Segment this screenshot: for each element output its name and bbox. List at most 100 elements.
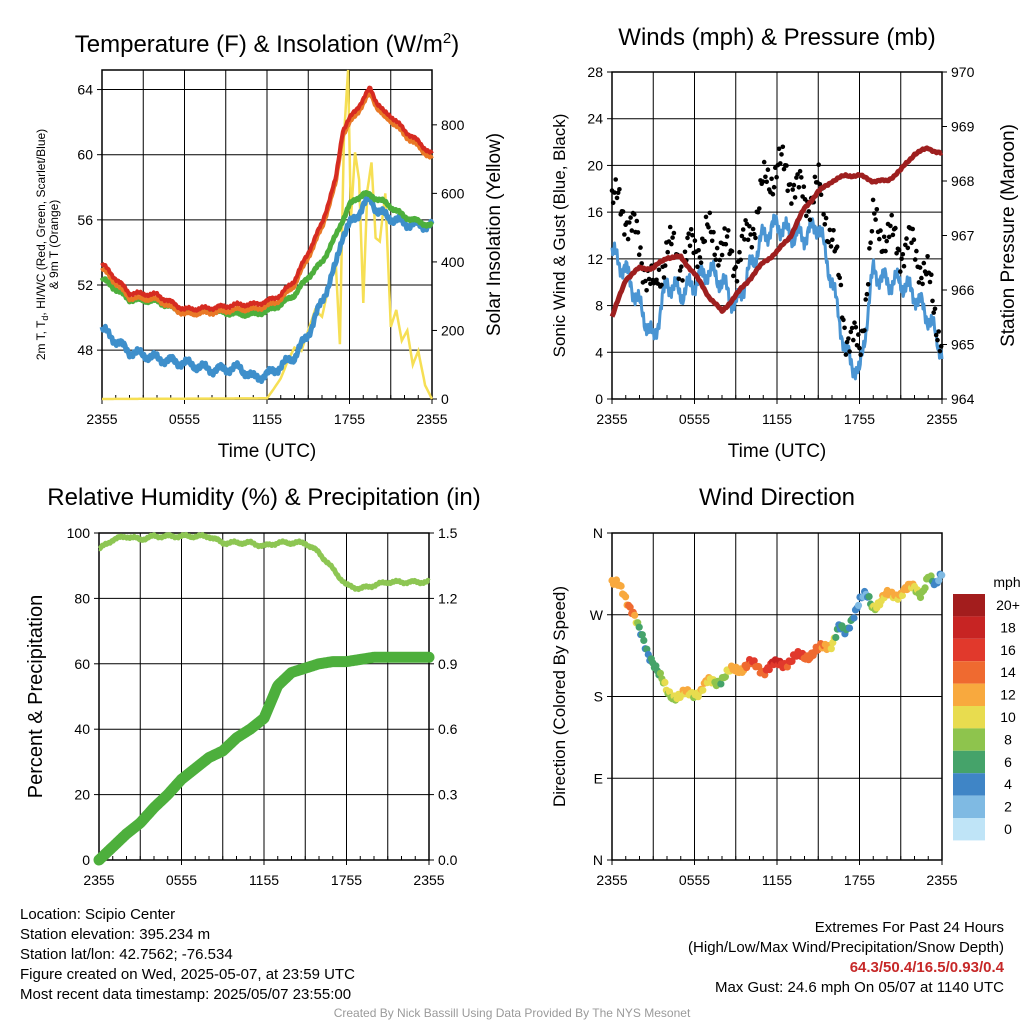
- x-tick-label: 0555: [169, 411, 200, 427]
- gust-point: [696, 248, 701, 253]
- gust-point: [822, 222, 828, 227]
- y-right-tick-label: 0.3: [438, 787, 458, 803]
- direction-point: [783, 663, 792, 671]
- gust-point: [748, 232, 753, 237]
- gust-point: [651, 280, 657, 286]
- gust-point: [789, 201, 794, 206]
- y-right-tick-label: 969: [951, 119, 975, 135]
- colorbar-swatch: [953, 638, 985, 662]
- gust-point: [731, 273, 736, 279]
- gust-point: [761, 159, 767, 165]
- colorbar-swatch: [953, 750, 985, 774]
- gust-point: [723, 241, 729, 247]
- gust-point: [643, 278, 648, 284]
- y-tick-label: 100: [67, 525, 91, 541]
- y-tick-label: 80: [74, 590, 90, 606]
- x-tick-label: 2355: [416, 411, 447, 427]
- gust-point: [792, 195, 798, 200]
- gust-point: [698, 260, 704, 266]
- gust-point: [904, 236, 909, 241]
- gust-point: [862, 328, 867, 333]
- extremes-legend: (High/Low/Max Wind/Precipitation/Snow De…: [688, 939, 1004, 956]
- series-precip: [93, 651, 435, 866]
- station-info: Location: Scipio Center Station elevatio…: [20, 905, 355, 1005]
- colorbar-label: 20+: [996, 597, 1020, 613]
- gust-point: [791, 182, 797, 188]
- gust-point: [635, 230, 641, 235]
- colorbar-swatch: [953, 616, 985, 639]
- gust-point: [629, 228, 635, 233]
- direction-point: [656, 669, 665, 677]
- gust-point: [881, 234, 887, 240]
- gust-point: [654, 277, 659, 283]
- gust-point: [722, 226, 727, 231]
- gust-point: [636, 252, 642, 257]
- gust-point: [917, 265, 923, 270]
- colorbar-label: 6: [1004, 754, 1012, 770]
- gust-point: [931, 310, 936, 315]
- x-tick-label: 1155: [249, 872, 279, 888]
- y-right-tick-label: 0.6: [438, 721, 458, 737]
- y-axis-label: Direction (Colored By Speed): [550, 586, 569, 807]
- colorbar-swatch: [953, 594, 985, 617]
- y-right-tick-label: 1.2: [438, 590, 458, 606]
- gust-point: [671, 230, 677, 236]
- gust-point: [760, 179, 766, 184]
- gust-point: [837, 275, 842, 281]
- gust-point: [724, 234, 730, 239]
- colorbar-label: 0: [1004, 821, 1012, 837]
- y-right-axis-label: Solar Insolation (Yellow): [484, 133, 505, 336]
- gust-point: [780, 144, 786, 150]
- gust-point: [745, 237, 751, 243]
- gust-point: [714, 245, 720, 251]
- gust-point: [868, 240, 873, 245]
- gust-point: [743, 218, 748, 223]
- gust-point: [853, 325, 859, 330]
- station-location: Location: Scipio Center: [20, 906, 176, 923]
- gust-point: [755, 209, 761, 215]
- y-right-tick-label: 965: [951, 337, 975, 353]
- gust-point: [834, 244, 840, 249]
- gust-point: [858, 352, 863, 358]
- gust-point: [914, 248, 919, 254]
- x-tick-label: 2355: [926, 411, 957, 427]
- y-right-tick-label: 200: [441, 322, 465, 338]
- gust-point: [717, 257, 722, 263]
- gust-point: [799, 175, 804, 180]
- gust-point: [864, 291, 870, 297]
- gust-point: [770, 191, 776, 197]
- gust-point: [920, 281, 925, 287]
- x-tick-label: 2355: [86, 411, 117, 427]
- gust-point: [865, 282, 871, 287]
- direction-point: [721, 673, 730, 681]
- y-tick-label: 60: [77, 147, 93, 163]
- direction-point: [638, 631, 646, 639]
- gust-point: [874, 207, 880, 212]
- gust-point: [896, 247, 902, 253]
- gust-point: [702, 238, 708, 244]
- x-axis-label: Time (UTC): [728, 441, 827, 462]
- direction-point: [850, 614, 858, 622]
- y-tick-label: 52: [77, 277, 93, 293]
- gust-point: [734, 279, 740, 284]
- gust-point: [716, 263, 721, 268]
- gust-point: [685, 235, 690, 241]
- gust-point: [838, 282, 844, 288]
- gust-point: [750, 226, 756, 232]
- gust-point: [848, 329, 854, 335]
- series-rh: [97, 531, 431, 593]
- gust-point: [669, 241, 674, 247]
- direction-point: [935, 577, 943, 585]
- panel-title: Temperature (F) & Insolation (W/m2): [75, 30, 459, 58]
- series-insolation: [102, 69, 434, 401]
- gust-point: [625, 236, 631, 242]
- gust-point: [682, 249, 688, 255]
- gust-point: [774, 174, 779, 180]
- colorbar-swatch: [953, 795, 985, 818]
- gust-point: [620, 209, 626, 214]
- y-right-tick-label: 1.5: [438, 525, 458, 541]
- gust-point: [733, 264, 738, 270]
- colorbar-label: 16: [1000, 642, 1016, 658]
- panel-2: Winds (mph) & Pressure (mb) 2355 0555 1155 1…: [550, 24, 1019, 462]
